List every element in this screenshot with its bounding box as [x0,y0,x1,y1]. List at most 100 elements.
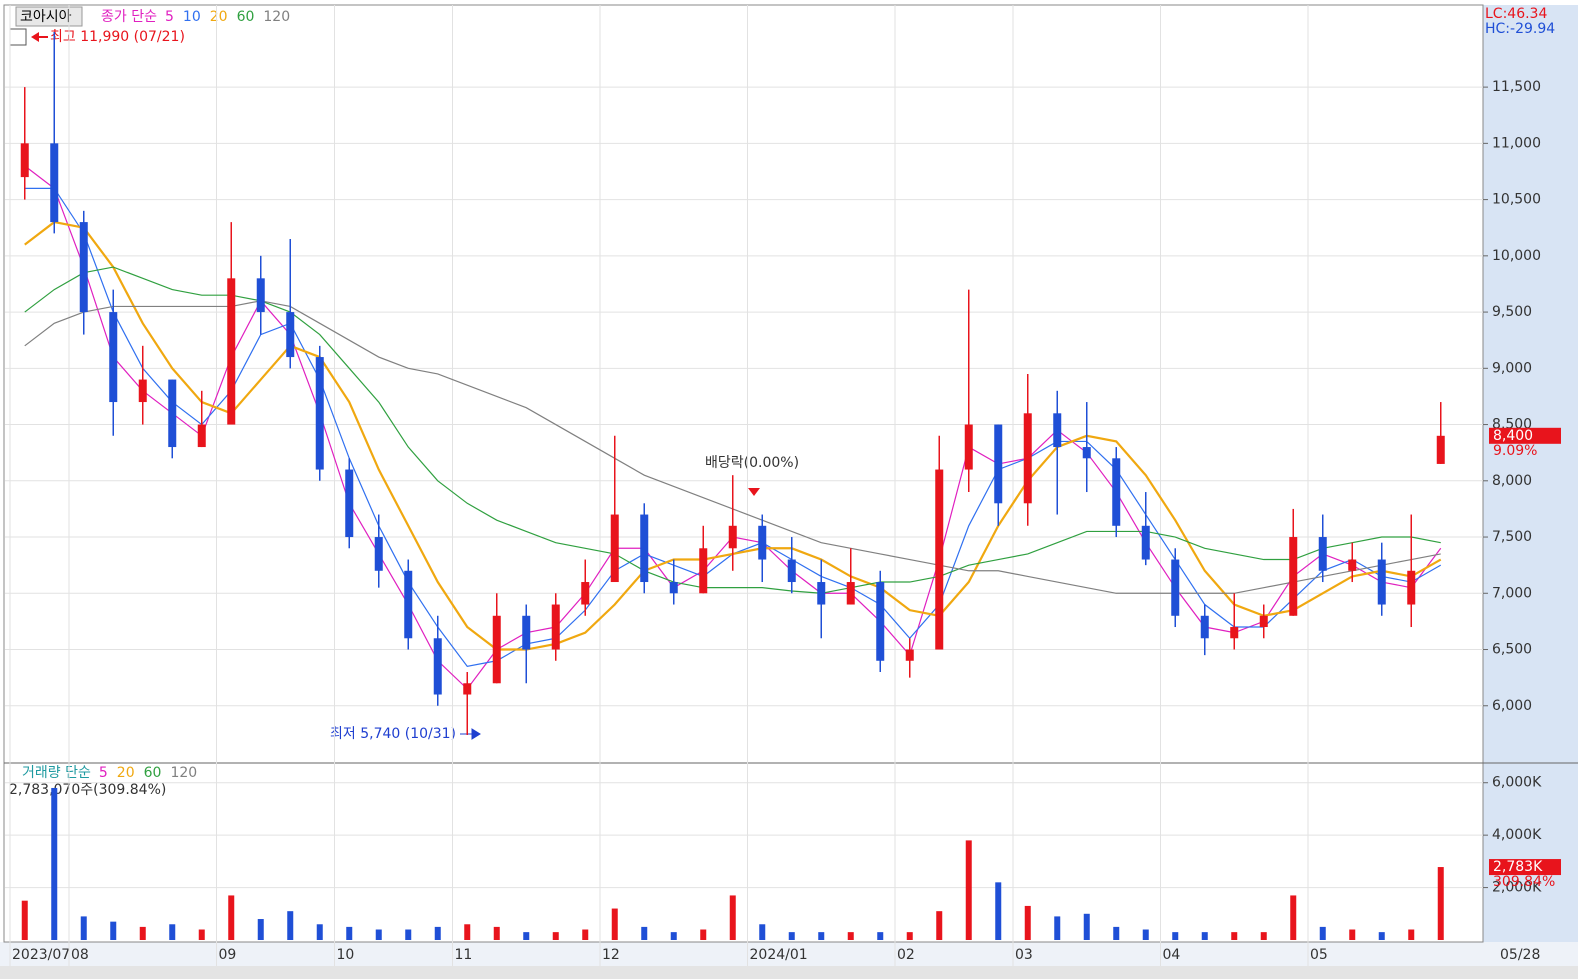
candle-body [463,683,472,695]
candle-body [551,604,560,650]
candle-body [286,312,295,358]
x-tick-label: 04 [1163,947,1181,963]
volume-bar [1172,932,1179,940]
volume-bar [1378,932,1385,940]
volume-bar [375,929,382,940]
high-annotation: 최고 11,990 (07/21) [50,29,185,45]
y-tick-label: 9,500 [1492,304,1532,320]
candle-body [227,278,236,425]
y-tick-label: 11,000 [1492,135,1541,151]
stock-tab[interactable] [15,6,83,27]
candle-body [1259,615,1268,628]
stock-name: 코아시아 [20,9,72,25]
candle-body [1348,559,1357,571]
candle-body [581,582,590,605]
volume-bar [1408,929,1415,940]
legend-entry: 120 [170,765,197,781]
volume-change: 309.84% [1493,874,1555,890]
candle-body [1377,559,1386,605]
candle-body [197,424,206,448]
candle-body [256,278,265,313]
candle-body [1407,570,1416,605]
candle-body [404,570,413,639]
x-tick-label: 03 [1015,947,1033,963]
scrollbar[interactable] [0,966,1578,979]
x-tick-label: 11 [455,947,473,963]
volume-bar [1437,867,1444,940]
candle-body [1436,435,1445,464]
x-tick-label: 09 [219,947,237,963]
volume-bar [1231,932,1238,940]
x-tick-label: 2024/01 [750,947,808,963]
candle-body [787,559,796,583]
candle-body [905,649,914,661]
candle-body [758,525,767,560]
x-tick-label: 05 [1310,947,1328,963]
candle-body [817,582,826,605]
volume-bar [700,929,707,940]
volume-bar [818,932,825,940]
volume-bar [1319,926,1326,940]
price-legend-title: 종가 단순 [101,9,157,25]
y-tick-label: 7,000 [1492,585,1532,601]
volume-bar [464,924,471,940]
candle-body [345,469,354,538]
volume-tag-label: 2,783K [1493,859,1543,875]
candle-body [1289,537,1298,616]
candle-body [20,143,29,178]
price-axis-panel [1483,5,1578,942]
candle-body [522,615,531,650]
price-tag-label: 8,400 [1493,428,1533,444]
volume-bar [198,929,205,940]
volume-bar [847,932,854,940]
candle-body [728,525,737,549]
volume-bar [670,932,677,940]
volume-bar [1349,929,1356,940]
volume-bar [906,932,913,940]
volume-bar [493,926,500,940]
candle-body [1171,559,1180,616]
candle-body [1141,525,1150,560]
x-tick-label: 2023/07 [12,947,70,963]
volume-bar [641,926,648,940]
plot-frame [3,4,1484,943]
volume-bar [582,929,589,940]
candle-body [433,638,442,695]
volume-bar [523,932,530,940]
legend-entry: 5 [99,765,108,781]
candle-body [994,424,1003,504]
candle-body [374,537,383,571]
candle-body [50,143,59,223]
x-tick-label: 10 [337,947,355,963]
volume-bar [1083,913,1090,940]
candle-body [964,424,973,470]
candle-body [1318,537,1327,571]
volume-bar [1113,926,1120,940]
y-tick-label: 7,500 [1492,529,1532,545]
volume-bar [936,911,943,940]
y-tick-label: 9,000 [1492,360,1532,376]
volume-bar [139,926,146,940]
volume-bar [788,932,795,940]
volume-bar [611,908,618,940]
candle-body [935,469,944,650]
calendar-icon[interactable] [9,28,27,46]
high-arrow [31,32,39,42]
volume-bar [552,932,559,940]
y-tick-label: 6,000K [1492,775,1542,791]
legend-entry: 10 [183,9,201,25]
lc-indicator: LC:46.34 [1485,6,1547,22]
y-tick-label: 10,000 [1492,248,1541,264]
volume-tag [1489,859,1561,876]
volume-bar [1201,932,1208,940]
legend-entry: 60 [144,765,162,781]
candle-body [315,357,324,470]
y-tick-label: 6,000 [1492,698,1532,714]
y-tick-label: 11,500 [1492,79,1541,95]
price-tag [1489,427,1561,444]
candle-body [1053,413,1062,448]
x-tick-label: 08 [71,947,89,963]
legend-entry: 20 [117,765,135,781]
